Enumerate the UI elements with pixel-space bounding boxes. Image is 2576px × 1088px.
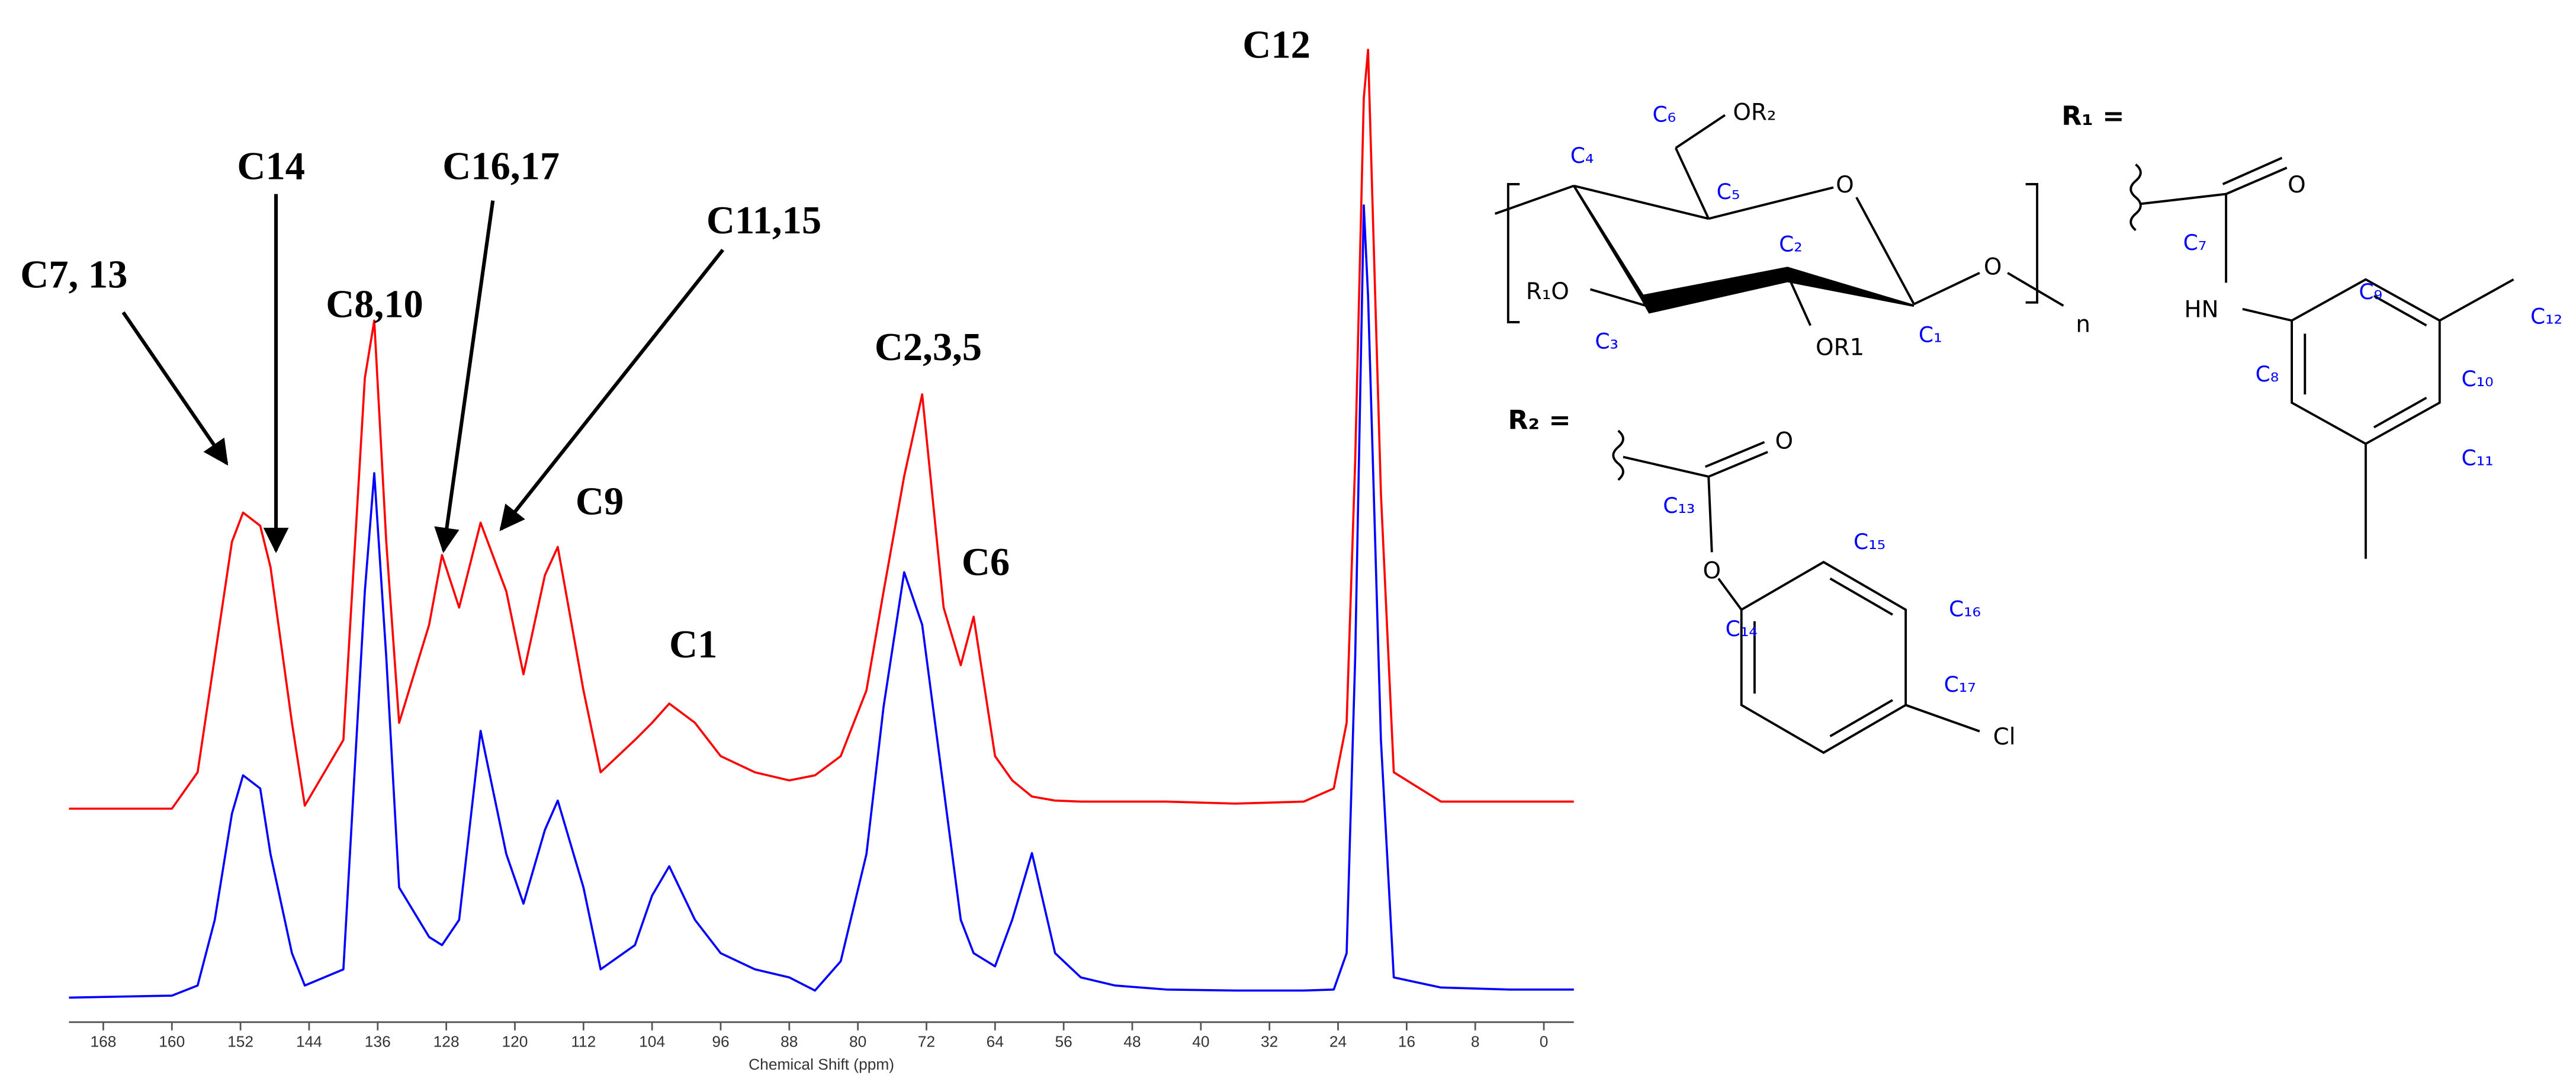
x-tick-label: 168 bbox=[90, 1032, 116, 1050]
structure-label: C₁₃ bbox=[1663, 493, 1695, 518]
peak-label: C6 bbox=[962, 541, 1010, 584]
x-tick-label: 88 bbox=[780, 1032, 798, 1050]
peak-label: C2,3,5 bbox=[875, 326, 982, 369]
x-tick-label: 96 bbox=[712, 1032, 729, 1050]
structure-label: C₃ bbox=[1595, 329, 1618, 354]
peak-label: C14 bbox=[237, 145, 305, 188]
structure-bonds bbox=[1494, 114, 2514, 755]
structure-label: C₁₄ bbox=[1726, 617, 1758, 641]
x-tick-label: 80 bbox=[849, 1032, 866, 1050]
x-tick-label: 32 bbox=[1261, 1032, 1278, 1050]
peak-label: C8,10 bbox=[326, 283, 423, 326]
peak-label: C12 bbox=[1242, 23, 1311, 66]
arrow bbox=[121, 311, 229, 466]
x-tick-label: 0 bbox=[1540, 1032, 1549, 1050]
arrow bbox=[434, 200, 495, 553]
arrow bbox=[499, 249, 725, 531]
structure-label: O bbox=[1984, 254, 2002, 281]
structure-label: Cl bbox=[1993, 724, 2016, 750]
peak-label: C1 bbox=[669, 623, 717, 666]
structure-label: C₅ bbox=[1717, 179, 1740, 204]
peak-label: C7, 13 bbox=[20, 253, 127, 297]
structure-label: R₁O bbox=[1526, 278, 1569, 305]
structure-label: C₁₆ bbox=[1949, 597, 1981, 622]
structure-label: O bbox=[1703, 558, 1721, 585]
structure-label: OR₂ bbox=[1733, 100, 1776, 126]
structure-label: C₄ bbox=[1570, 143, 1594, 168]
structure-label: C₉ bbox=[2359, 280, 2382, 304]
x-tick-label: 8 bbox=[1471, 1032, 1480, 1050]
arrows bbox=[121, 194, 725, 553]
structure-label: C₁ bbox=[1919, 322, 1942, 347]
x-tick-label: 56 bbox=[1055, 1032, 1072, 1050]
x-tick-label: 144 bbox=[296, 1032, 322, 1050]
structure-label: C₈ bbox=[2256, 362, 2279, 387]
x-tick-label: 72 bbox=[918, 1032, 935, 1050]
structure-label: C₂ bbox=[1779, 232, 1803, 257]
structure-label: O bbox=[2288, 172, 2306, 198]
x-tick-label: 136 bbox=[365, 1032, 391, 1050]
structure-label: C₁₅ bbox=[1854, 529, 1886, 554]
x-tick-label: 48 bbox=[1123, 1032, 1141, 1050]
structure-label: C₁₁ bbox=[2462, 445, 2494, 470]
structure-label: R₁ = bbox=[2061, 101, 2124, 131]
structure-label: C₁₇ bbox=[1944, 672, 1976, 697]
structure-label: C₆ bbox=[1652, 102, 1676, 127]
structure-label: C₇ bbox=[2183, 230, 2207, 255]
x-tick-label: 120 bbox=[502, 1032, 528, 1050]
x-tick-label: 112 bbox=[571, 1032, 596, 1050]
x-tick-label: 160 bbox=[159, 1032, 185, 1050]
peak-label: C16,17 bbox=[442, 145, 560, 188]
spectrum-line bbox=[69, 49, 1574, 810]
structure-label: C₁₂ bbox=[2530, 304, 2562, 329]
x-tick-label: 40 bbox=[1192, 1032, 1209, 1050]
structure-label: HN bbox=[2184, 297, 2218, 323]
structure-label: O bbox=[1775, 428, 1794, 455]
x-tick-label: 104 bbox=[639, 1032, 665, 1050]
structure-label: R₂ = bbox=[1508, 405, 1570, 435]
x-tick-label: 24 bbox=[1329, 1032, 1347, 1050]
x-tick-label: 64 bbox=[987, 1032, 1004, 1050]
structure-label: C₁₀ bbox=[2462, 367, 2494, 391]
structure-label: OR1 bbox=[1816, 334, 1864, 361]
x-tick-label: 152 bbox=[227, 1032, 253, 1050]
spectrum-line bbox=[69, 204, 1574, 999]
x-tick-label: 128 bbox=[433, 1032, 460, 1050]
x-tick-label: 16 bbox=[1398, 1032, 1415, 1050]
peak-label: C11,15 bbox=[706, 199, 821, 242]
structure-label: O bbox=[1836, 172, 1854, 198]
peak-label: C9 bbox=[576, 480, 624, 524]
x-axis-label: Chemical Shift (ppm) bbox=[749, 1055, 894, 1073]
structure-label: n bbox=[2076, 312, 2090, 338]
